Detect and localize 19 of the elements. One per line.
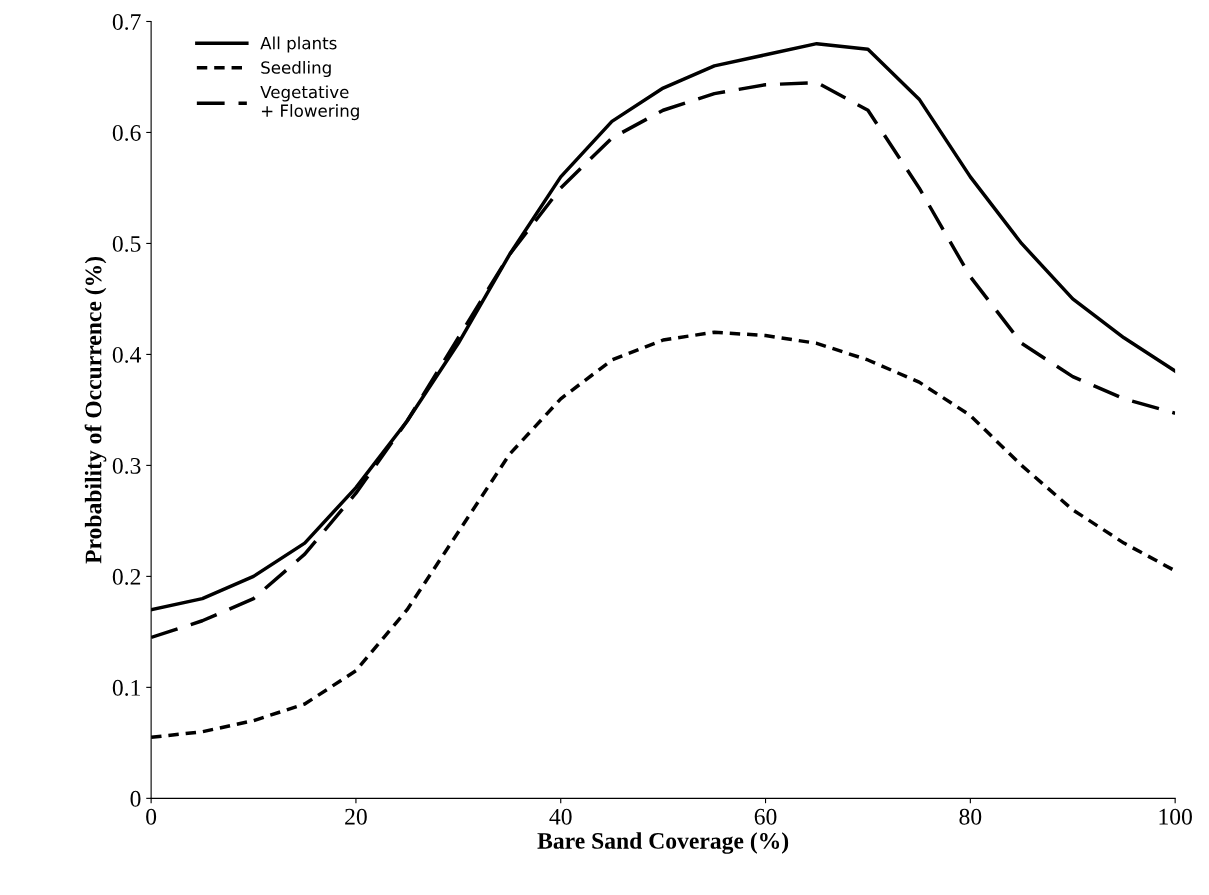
x-tick-label: 60 — [754, 808, 777, 825]
x-tick-label: 40 — [549, 808, 572, 825]
y-tick-label: 0.4 — [112, 346, 142, 363]
legend-label: Seedling — [261, 60, 331, 78]
y-tick-label: 0.2 — [112, 568, 141, 585]
y-tick-label: 0.3 — [112, 457, 141, 474]
y-tick-label: 0 — [130, 790, 141, 807]
x-tick-label: 100 — [1159, 808, 1192, 825]
y-tick-label: 0.6 — [112, 124, 141, 141]
x-tick-label: 0 — [146, 808, 157, 825]
x-tick-label: 80 — [959, 808, 982, 825]
x-axis-title: Bare Sand Coverage (%) — [537, 832, 789, 854]
y-tick-label: 0.5 — [112, 235, 141, 252]
y-tick-label: 0.7 — [112, 13, 141, 31]
legend-label: Vegetative + Flowering — [260, 85, 359, 121]
y-tick-label: 0.1 — [112, 679, 140, 696]
y-axis-title: Probability of Occurrence (%) — [84, 256, 107, 564]
x-tick-label: 20 — [345, 808, 367, 825]
legend-label: All plants — [260, 36, 337, 53]
